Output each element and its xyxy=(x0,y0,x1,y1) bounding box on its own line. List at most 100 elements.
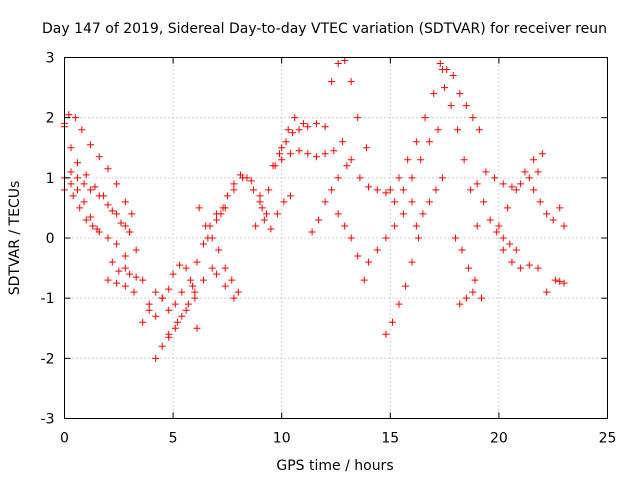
data-point xyxy=(347,78,355,86)
series-track-19 xyxy=(260,192,294,233)
data-point xyxy=(171,324,179,332)
data-point xyxy=(543,210,551,218)
data-point xyxy=(213,216,221,224)
data-point xyxy=(113,210,121,218)
data-point xyxy=(536,198,544,206)
data-point xyxy=(158,294,166,302)
plot-frame xyxy=(64,57,608,419)
data-point xyxy=(221,264,229,272)
data-point xyxy=(308,228,316,236)
x-tick-label: 20 xyxy=(490,431,508,447)
data-point xyxy=(286,150,294,158)
data-point xyxy=(108,207,116,215)
data-point xyxy=(386,186,394,194)
data-point xyxy=(139,276,147,284)
data-point xyxy=(191,288,199,296)
data-point xyxy=(388,318,396,326)
data-point xyxy=(482,168,490,176)
data-point xyxy=(282,138,290,146)
series-track-40 xyxy=(551,276,568,287)
data-point xyxy=(321,150,329,158)
data-point xyxy=(165,330,173,338)
data-point xyxy=(74,159,82,167)
data-point xyxy=(343,162,351,170)
series-track-27 xyxy=(382,234,423,338)
series-track-22 xyxy=(308,162,351,236)
series-track-17 xyxy=(213,270,238,302)
data-point xyxy=(67,180,75,188)
data-point xyxy=(262,210,270,218)
data-point xyxy=(408,258,416,266)
data-point xyxy=(152,312,160,320)
data-point xyxy=(165,306,173,314)
data-point xyxy=(315,216,323,224)
data-point xyxy=(256,198,264,206)
data-point xyxy=(121,264,129,272)
data-point xyxy=(412,138,420,146)
data-point xyxy=(117,219,125,227)
data-point xyxy=(425,138,433,146)
data-point xyxy=(121,282,129,290)
data-point xyxy=(534,168,542,176)
data-point xyxy=(115,267,123,275)
data-point xyxy=(104,234,112,242)
data-point xyxy=(204,234,212,242)
data-point xyxy=(80,180,88,188)
data-point xyxy=(286,192,294,200)
data-point xyxy=(506,240,514,248)
series-track-39 xyxy=(530,186,568,230)
data-point xyxy=(417,156,425,164)
data-point xyxy=(213,270,221,278)
data-point xyxy=(408,198,416,206)
series-track-5 xyxy=(69,192,129,260)
data-point xyxy=(404,156,412,164)
data-point xyxy=(454,126,462,134)
series-track-32 xyxy=(441,84,481,230)
data-point xyxy=(525,174,533,182)
data-point xyxy=(354,252,362,260)
data-point xyxy=(432,186,440,194)
data-point xyxy=(267,225,275,233)
series-track-26 xyxy=(365,198,416,266)
series-track-37 xyxy=(495,150,546,230)
data-point xyxy=(145,306,153,314)
data-point xyxy=(499,246,507,254)
data-point xyxy=(295,147,303,155)
data-point xyxy=(399,210,407,218)
data-point xyxy=(104,165,112,173)
data-point xyxy=(441,84,449,92)
data-point xyxy=(456,300,464,308)
data-point xyxy=(278,156,286,164)
data-point xyxy=(223,192,231,200)
data-point xyxy=(391,222,399,230)
data-point xyxy=(382,234,390,242)
data-point xyxy=(419,210,427,218)
data-point xyxy=(458,246,466,254)
grid xyxy=(64,57,608,419)
data-point xyxy=(87,141,95,149)
series-track-31 xyxy=(436,60,483,134)
data-point xyxy=(195,204,203,212)
data-point xyxy=(434,126,442,134)
x-tick-label: 0 xyxy=(60,431,69,447)
data-point xyxy=(382,330,390,338)
y-tick-label: -1 xyxy=(41,291,55,307)
data-point xyxy=(176,261,184,269)
data-point xyxy=(289,129,297,137)
series-track-3 xyxy=(61,168,129,230)
data-point xyxy=(234,288,242,296)
data-point xyxy=(78,126,86,134)
data-point xyxy=(182,264,190,272)
data-point xyxy=(347,156,355,164)
data-point xyxy=(304,150,312,158)
data-point xyxy=(91,183,99,191)
data-point xyxy=(76,204,84,212)
data-point xyxy=(339,138,347,146)
data-point xyxy=(534,264,542,272)
data-point xyxy=(171,300,179,308)
data-point xyxy=(113,279,121,287)
data-point xyxy=(334,174,342,182)
y-tick-label: 2 xyxy=(46,111,55,127)
data-point xyxy=(560,279,568,287)
